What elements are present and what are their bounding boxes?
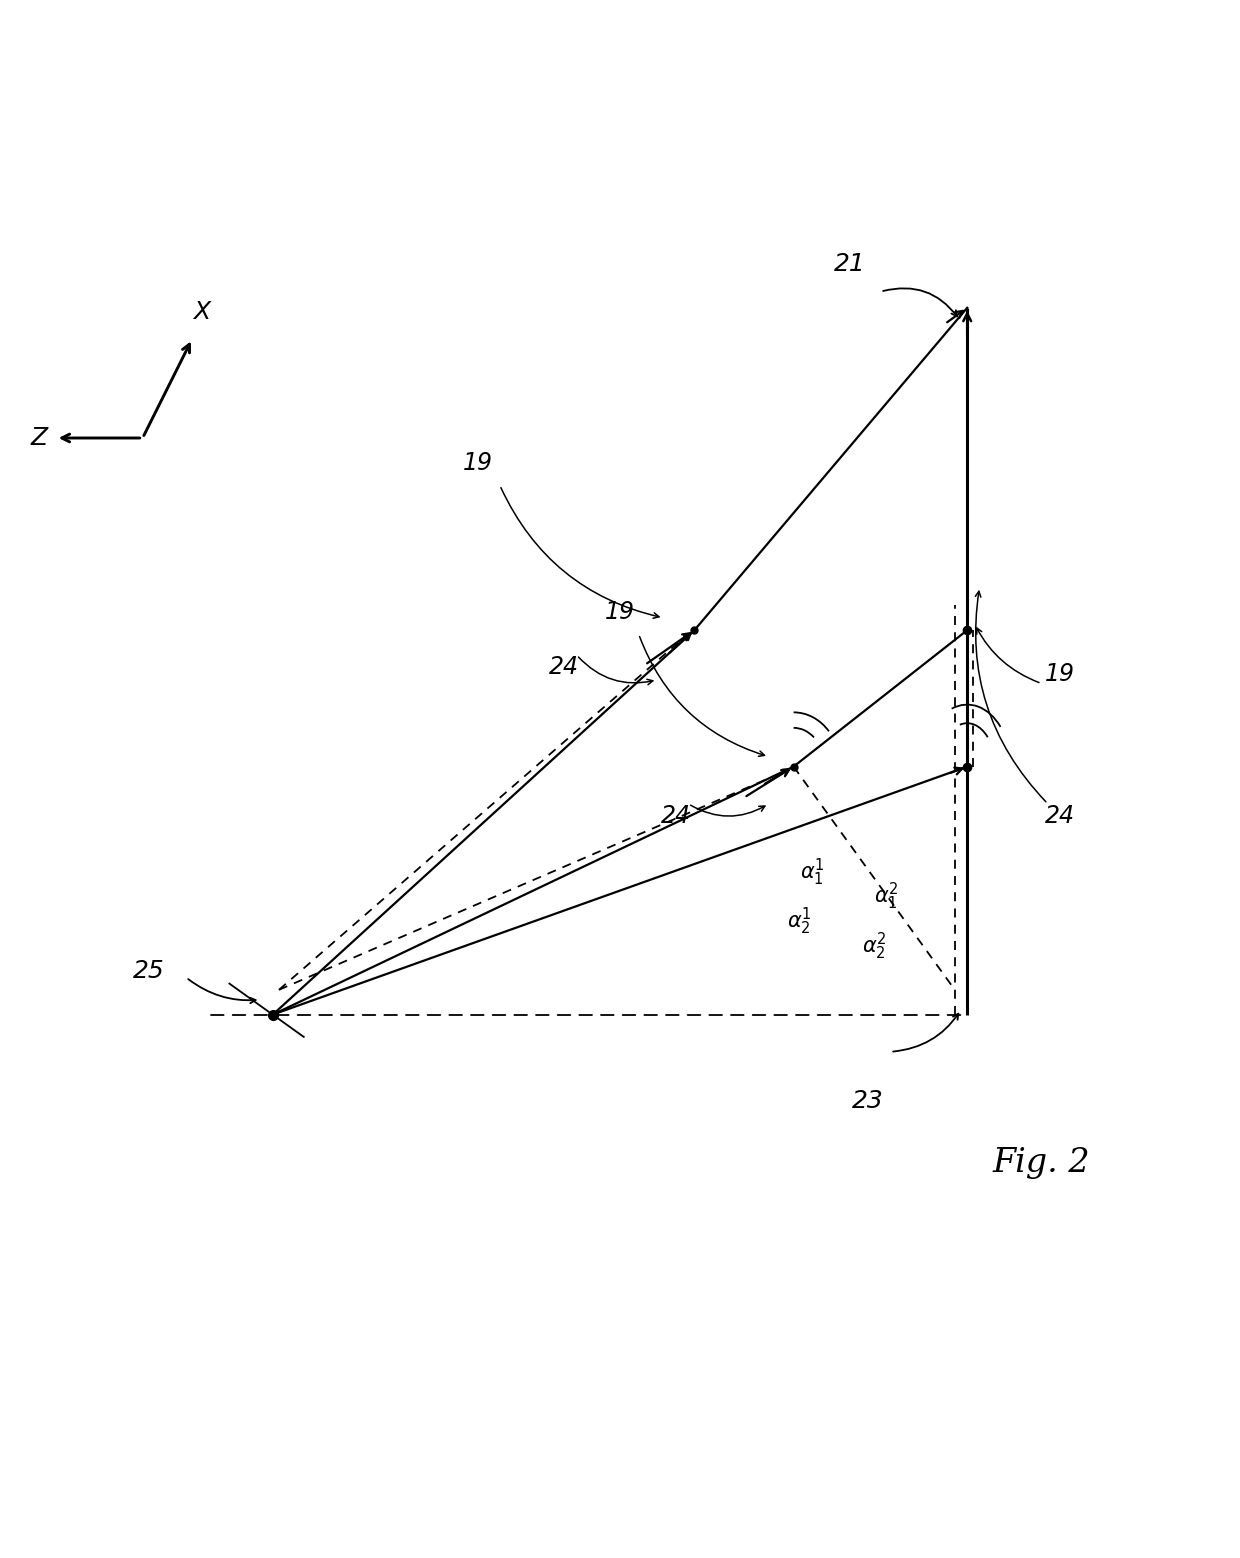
Text: Fig. 2: Fig. 2 — [993, 1147, 1090, 1179]
Text: 19: 19 — [605, 600, 635, 623]
Text: 23: 23 — [852, 1089, 884, 1114]
Text: X: X — [193, 301, 211, 324]
Text: $\alpha_2^2$: $\alpha_2^2$ — [862, 930, 887, 961]
Text: Z: Z — [31, 425, 48, 450]
Text: $\alpha_1^1$: $\alpha_1^1$ — [800, 857, 825, 888]
Text: 24: 24 — [549, 656, 579, 679]
Text: $\alpha_1^2$: $\alpha_1^2$ — [874, 882, 899, 913]
Text: 19: 19 — [463, 450, 492, 475]
Text: 21: 21 — [833, 252, 866, 276]
Text: 24: 24 — [1045, 804, 1075, 829]
Text: 24: 24 — [661, 804, 691, 829]
Text: 25: 25 — [133, 960, 165, 983]
Text: $\alpha_2^1$: $\alpha_2^1$ — [787, 907, 812, 938]
Text: 19: 19 — [1045, 662, 1075, 686]
